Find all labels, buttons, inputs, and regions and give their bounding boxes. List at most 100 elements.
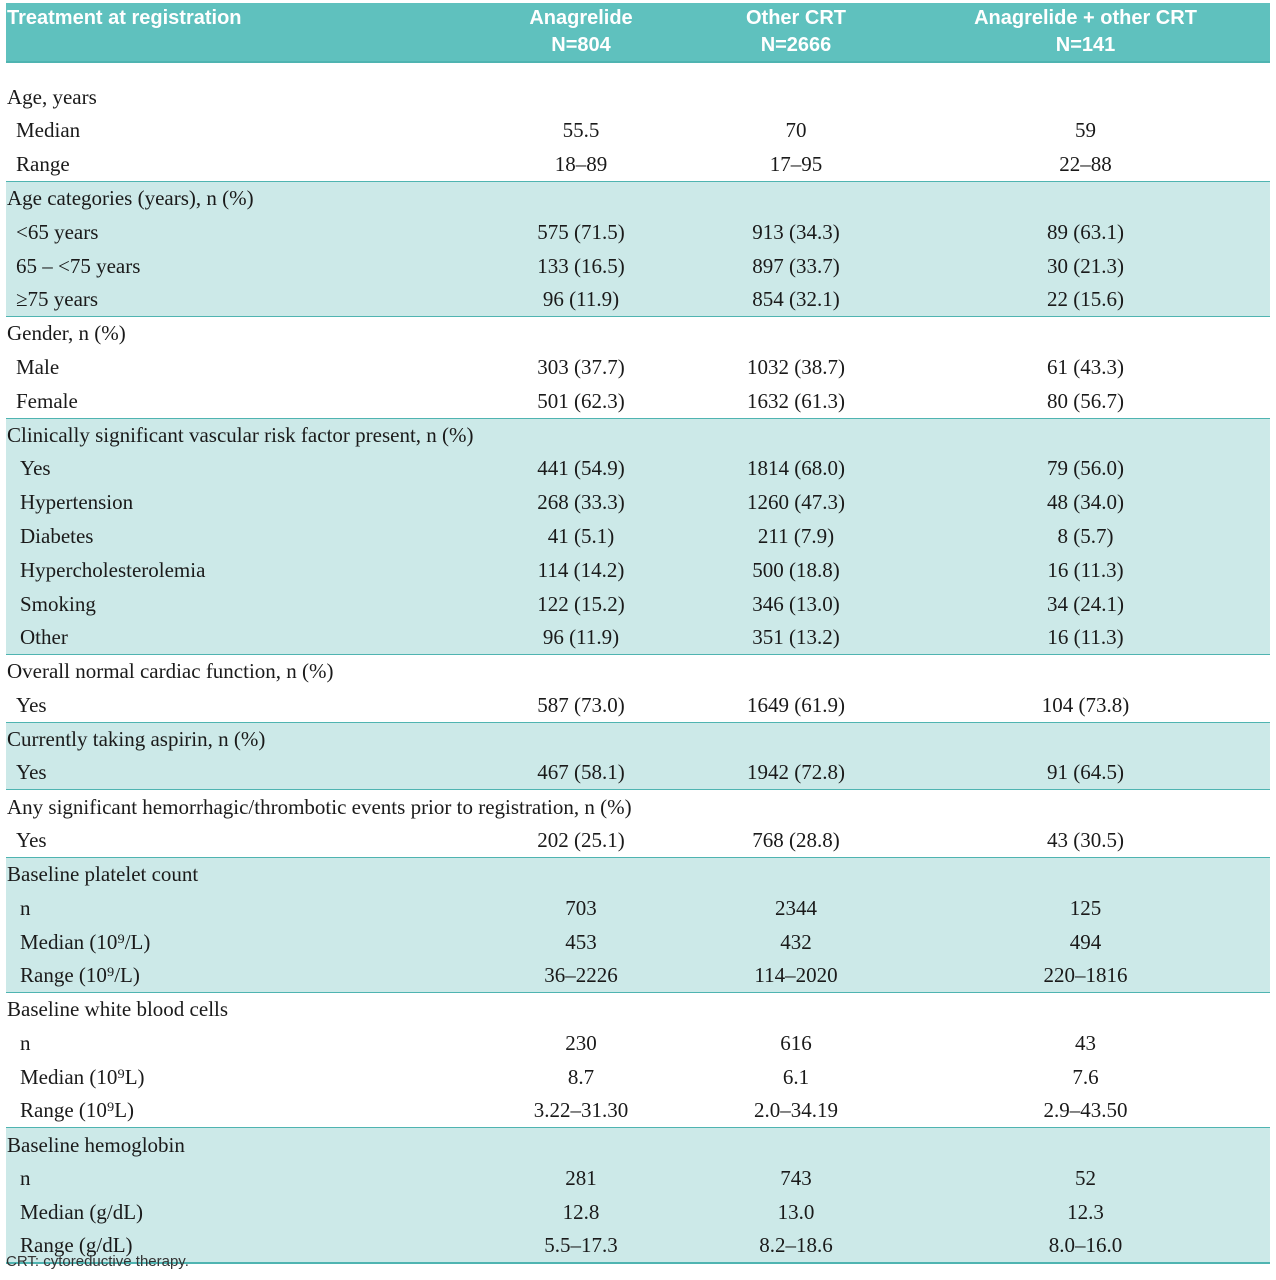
row-group: Age categories (years), n (%) <65 years 57…	[6, 181, 1270, 317]
cell-anagrelide: 467 (58.1)	[537, 760, 625, 785]
cell-anagrelide: 575 (71.5)	[537, 219, 625, 244]
section-header-row: Age categories (years), n (%)	[6, 181, 1270, 216]
row-label: <65 years	[16, 219, 99, 244]
cell-anagrelide: 8.7	[567, 1064, 595, 1089]
cell-anagrelide: 303 (37.7)	[537, 354, 625, 379]
table-row: Median (g/dL) 12.8 13.0 12.3	[6, 1195, 1270, 1230]
header-other-crt-n: N=2666	[760, 34, 832, 56]
cell-other-crt: 2344	[775, 895, 817, 920]
table-row: Range (10⁹L) 3.22–31.30 2.0–34.19 2.9–43.50	[6, 1094, 1270, 1128]
row-label: Yes	[16, 827, 47, 852]
section-title: Baseline platelet count	[7, 862, 199, 887]
cell-anagrelide: 133 (16.5)	[537, 253, 625, 278]
header-combination: Anagrelide + other CRT N=141	[901, 3, 1270, 62]
table-row: <65 years 575 (71.5) 913 (34.3) 89 (63.1)	[6, 215, 1270, 250]
row-label: Diabetes	[20, 523, 94, 548]
table-row: n 281 743 52	[6, 1161, 1270, 1196]
cell-other-crt: 17–95	[769, 151, 823, 176]
cell-combination: 48 (34.0)	[1047, 490, 1124, 515]
row-label: Yes	[16, 692, 47, 717]
table-row: Hypertension 268 (33.3) 1260 (47.3) 48 (34.…	[6, 485, 1270, 520]
cell-anagrelide: 3.22–31.30	[533, 1098, 629, 1123]
cell-combination: 125	[1069, 895, 1102, 920]
section-header-row: Overall normal cardiac function, n (%)	[6, 654, 1270, 689]
table-row: 65 – <75 years 133 (16.5) 897 (33.7) 30 (21…	[6, 249, 1270, 283]
cell-combination: 8 (5.7)	[1057, 523, 1114, 548]
cell-other-crt: 70	[785, 118, 807, 143]
cell-combination: 79 (56.0)	[1047, 456, 1124, 481]
section-header-row: Baseline white blood cells	[6, 992, 1270, 1027]
header-other-crt: Other CRT N=2666	[691, 3, 901, 62]
section-title: Any significant hemorrhagic/thrombotic e…	[7, 794, 632, 819]
row-label: Range (g/dL)	[20, 1233, 133, 1258]
row-label: Smoking	[20, 591, 96, 616]
section-title: Age categories (years), n (%)	[7, 186, 254, 211]
section-title: Age, years	[7, 85, 97, 109]
cell-combination: 12.3	[1067, 1199, 1104, 1224]
cell-other-crt: 768 (28.8)	[752, 827, 840, 852]
cell-combination: 61 (43.3)	[1047, 354, 1124, 379]
cell-combination: 34 (24.1)	[1047, 591, 1124, 616]
cell-anagrelide: 18–89	[554, 151, 608, 176]
table-row: Yes 467 (58.1) 1942 (72.8) 91 (64.5)	[6, 756, 1270, 790]
cell-anagrelide: 268 (33.3)	[537, 490, 625, 515]
cell-other-crt: 114–2020	[754, 963, 838, 988]
cell-anagrelide: 122 (15.2)	[537, 591, 625, 616]
header-treatment: Treatment at registration	[7, 7, 242, 29]
row-label: Range (10⁹L)	[20, 1098, 135, 1123]
cell-other-crt: 13.0	[777, 1199, 815, 1224]
table-footnote: CRT: cytoreductive therapy.	[6, 1253, 189, 1270]
header-other-crt-name: Other CRT	[746, 7, 846, 29]
cell-other-crt: 6.1	[782, 1064, 810, 1089]
cell-combination: 2.9–43.50	[1043, 1098, 1128, 1123]
cell-other-crt: 854 (32.1)	[752, 287, 840, 312]
row-label: Other	[20, 625, 68, 650]
cell-combination: 80 (56.7)	[1047, 388, 1124, 413]
row-group: Clinically significant vascular risk fac…	[6, 418, 1270, 655]
cell-other-crt: 743	[780, 1166, 812, 1191]
cell-anagrelide: 453	[565, 929, 597, 954]
section-header-row: Baseline platelet count	[6, 857, 1270, 892]
cell-other-crt: 1260 (47.3)	[747, 490, 845, 515]
cell-other-crt: 432	[780, 929, 812, 954]
cell-combination: 91 (64.5)	[1047, 760, 1124, 785]
row-group: Currently taking aspirin, n (%) Yes 467 (5…	[6, 722, 1270, 790]
cell-anagrelide: 114 (14.2)	[537, 557, 625, 582]
row-label: Range	[16, 151, 70, 176]
row-group: Baseline white blood cells n 230 616 43 Media…	[6, 992, 1270, 1128]
header-combination-name: Anagrelide + other CRT	[974, 7, 1197, 29]
row-group: Overall normal cardiac function, n (%) Ye…	[6, 654, 1270, 723]
cell-other-crt: 1649 (61.9)	[747, 692, 845, 717]
section-title: Currently taking aspirin, n (%)	[7, 726, 266, 751]
table-row: n 703 2344 125	[6, 891, 1270, 926]
row-label: Yes	[20, 456, 51, 481]
cell-anagrelide: 587 (73.0)	[537, 692, 625, 717]
row-group: Gender, n (%) Male 303 (37.7) 1032 (38.7) 61…	[6, 316, 1270, 419]
section-title: Clinically significant vascular risk fac…	[7, 422, 474, 447]
row-label: Median	[16, 118, 81, 143]
table-row: Male 303 (37.7) 1032 (38.7) 61 (43.3)	[6, 350, 1270, 385]
row-label: Range (10⁹/L)	[20, 963, 140, 988]
row-label: n	[20, 895, 31, 920]
row-label: n	[20, 1166, 31, 1191]
cell-other-crt: 1942 (72.8)	[747, 760, 845, 785]
cell-combination: 30 (21.3)	[1047, 253, 1124, 278]
table-row: Median (10⁹L) 8.7 6.1 7.6	[6, 1060, 1270, 1095]
cell-other-crt: 351 (13.2)	[752, 625, 840, 650]
cell-other-crt: 1032 (38.7)	[747, 354, 845, 379]
section-header-row: Any significant hemorrhagic/thrombotic e…	[6, 789, 1270, 824]
section-header-row: Age, years	[6, 62, 1270, 114]
section-header-row: Currently taking aspirin, n (%)	[6, 722, 1270, 757]
table-row: ≥75 years 96 (11.9) 854 (32.1) 22 (15.6)	[6, 282, 1270, 317]
section-title: Gender, n (%)	[7, 321, 126, 346]
cell-combination: 494	[1069, 929, 1102, 954]
cell-anagrelide: 230	[565, 1030, 597, 1055]
cell-other-crt: 2.0–34.19	[754, 1098, 838, 1123]
cell-anagrelide: 441 (54.9)	[537, 456, 625, 481]
table-row: Hypercholesterolemia 114 (14.2) 500 (18.8)…	[6, 553, 1270, 588]
section-title: Baseline hemoglobin	[7, 1132, 185, 1157]
cell-combination: 220–1816	[1043, 963, 1128, 988]
table-row: Female 501 (62.3) 1632 (61.3) 80 (56.7)	[6, 384, 1270, 419]
cell-combination: 7.6	[1072, 1064, 1099, 1089]
